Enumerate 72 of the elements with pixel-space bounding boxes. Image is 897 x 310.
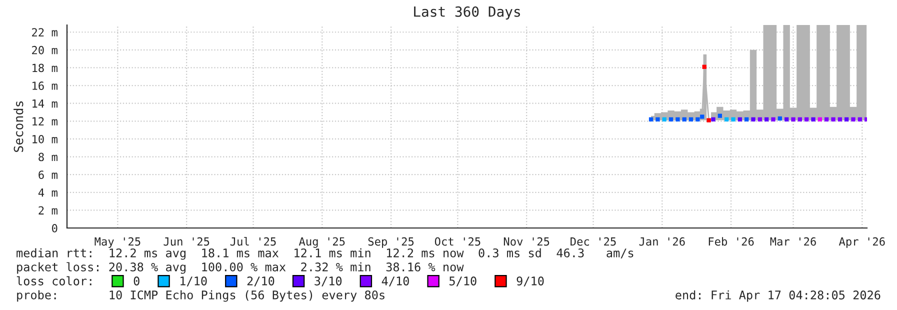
point — [718, 114, 722, 118]
point — [804, 117, 809, 122]
y-tick-label: 22 m — [32, 28, 58, 36]
y-tick-label: 14 m — [32, 100, 58, 108]
y-tick-label: 6 m — [38, 170, 58, 179]
point — [688, 117, 694, 122]
x-tick-label: Oct '25 — [434, 237, 480, 246]
x-tick-label: Nov '25 — [504, 237, 550, 246]
text: probe: 10 ICMP Echo Pings (56 Bytes) every 80s — [17, 290, 384, 302]
point — [724, 117, 729, 122]
x-tick-label: Jun '25 — [164, 237, 210, 246]
y-axis-title: Seconds — [14, 101, 24, 152]
point — [858, 117, 862, 122]
y-tick-label: 2 m — [38, 206, 58, 214]
legend-label: 9/10 — [516, 276, 544, 286]
y-tick-label: 0 — [52, 224, 58, 232]
x-tick-label: Sep '25 — [368, 237, 414, 248]
text: packet loss: 20.38 % avg 100.00 % max 2.32 % min 38.16 % now — [17, 262, 464, 274]
legend-label: 4/10 — [382, 276, 409, 286]
text: end: Fri Apr 17 04:28:05 2026 — [676, 290, 880, 302]
point — [764, 117, 769, 122]
y-tick-label: 18 m — [32, 64, 58, 72]
point — [831, 117, 836, 122]
y-tick-label: 12 m — [32, 117, 58, 126]
point — [731, 117, 736, 122]
point — [818, 117, 822, 122]
y-tick-label: 8 m — [38, 152, 58, 162]
legend-label: 3/10 — [314, 276, 342, 286]
point — [798, 117, 802, 122]
x-tick-label: Jan '26 — [639, 237, 685, 246]
legend-label: 5/10 — [449, 276, 476, 286]
chart-title: Last 360 Days — [414, 6, 520, 20]
point — [771, 117, 776, 122]
point — [682, 117, 686, 122]
point — [784, 117, 789, 122]
x-tick-label: Aug '25 — [298, 237, 345, 248]
x-tick-label: Feb '26 — [708, 237, 754, 246]
point — [668, 117, 674, 122]
point — [844, 117, 849, 122]
x-tick-label: Jul '25 — [230, 237, 276, 246]
y-tick-label: 20 m — [32, 46, 58, 54]
x-tick-label: Dec '25 — [570, 237, 616, 246]
y-tick-label: 16 m — [32, 82, 58, 90]
legend-label: 2/10 — [247, 276, 274, 286]
point — [676, 117, 680, 122]
point — [696, 117, 700, 122]
point — [711, 117, 716, 122]
y-tick-label: 4 m — [38, 188, 58, 197]
point — [851, 117, 856, 122]
text: median rtt: 12.2 ms avg 18.1 ms max 12.1 ms min 12.2 ms now 0.3 ms sd 46.3 am/s — [16, 248, 634, 260]
point — [656, 117, 660, 122]
x-tick-label: Apr '26 — [838, 237, 885, 248]
point — [824, 117, 829, 122]
point — [738, 117, 742, 122]
point — [791, 117, 796, 122]
point — [648, 117, 654, 122]
legend-label: 0 — [134, 276, 140, 286]
point — [838, 117, 842, 122]
point — [744, 117, 749, 122]
point — [758, 117, 762, 122]
point — [751, 117, 756, 122]
point — [811, 117, 816, 122]
point — [702, 64, 706, 69]
y-tick-label: 10 m — [32, 134, 58, 144]
legend-title: loss color: — [16, 276, 92, 286]
point — [700, 114, 704, 119]
x-tick-label: May '25 — [94, 237, 140, 248]
x-tick-label: Mar '26 — [770, 237, 816, 246]
point — [662, 117, 666, 122]
point — [778, 116, 782, 121]
point — [706, 118, 711, 122]
legend-label: 1/10 — [180, 276, 207, 286]
